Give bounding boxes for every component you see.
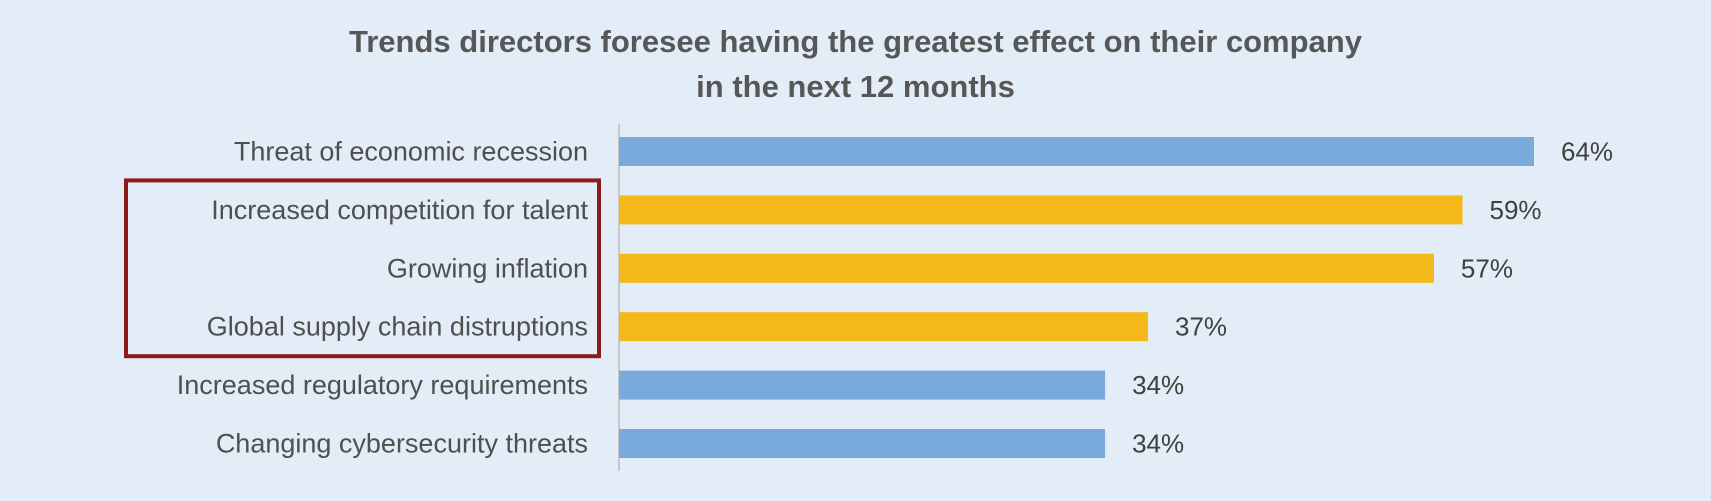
bar	[619, 253, 1434, 283]
value-label: 64%	[1561, 137, 1613, 167]
bar	[619, 312, 1148, 342]
value-label: 37%	[1175, 312, 1227, 342]
highlight-box	[124, 178, 601, 359]
value-label: 34%	[1132, 429, 1184, 459]
category-label: Changing cybersecurity threats	[216, 429, 588, 459]
bar	[619, 429, 1106, 458]
bar	[619, 137, 1534, 166]
value-label: 34%	[1132, 370, 1184, 400]
category-label: Threat of economic recession	[234, 137, 588, 167]
value-label: 59%	[1490, 195, 1542, 225]
category-label: Global supply chain distruptions	[207, 312, 588, 342]
chart-title-line-2: in the next 12 months	[696, 69, 1015, 104]
bar	[619, 370, 1106, 400]
category-label: Increased competition for talent	[211, 195, 588, 225]
category-label: Increased regulatory requirements	[177, 370, 588, 400]
bar	[619, 195, 1463, 225]
category-label: Growing inflation	[387, 253, 588, 283]
value-label: 57%	[1461, 253, 1513, 283]
chart-title-line-1: Trends directors foresee having the grea…	[349, 24, 1362, 59]
